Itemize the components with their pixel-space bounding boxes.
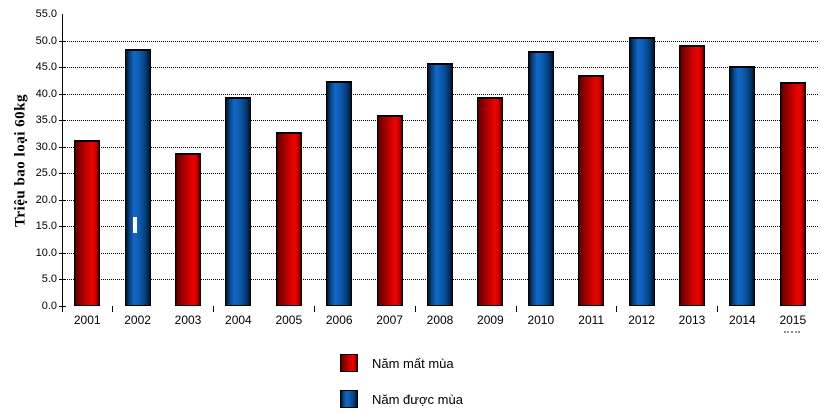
bar-2006: [326, 80, 353, 306]
x-boundary-tick-after-2009: [515, 306, 517, 312]
y-tick-0.0: [59, 305, 66, 307]
x-boundary-tick-after-2003: [213, 306, 215, 312]
legend-item-crop-failure-year: Năm mất mùa: [340, 354, 454, 372]
x-tick-label-2010: 2010: [527, 313, 555, 327]
bar-2012: [628, 36, 655, 306]
plot-area: [62, 14, 818, 306]
x-boundary-tick-after-2001: [112, 306, 114, 312]
x-tick-label-2009: 2009: [477, 313, 504, 327]
x-tick-label-2004: 2004: [225, 313, 252, 327]
bar-2007: [376, 114, 403, 306]
gridline-50: [62, 40, 818, 42]
bar-2013: [679, 45, 705, 306]
x-tick-label-2008: 2008: [426, 313, 454, 327]
x-tick-label-2011: 2011: [578, 313, 605, 327]
y-tick-label-20.0: 20.0: [35, 193, 57, 206]
legend-swatch-red: [340, 354, 358, 372]
y-tick-label-0.0: 0.0: [41, 299, 57, 312]
bar-2015: [779, 81, 806, 306]
y-tick-label-15.0: 15.0: [35, 220, 57, 232]
bar-2004: [225, 97, 252, 306]
y-tick-label-10.0: 10.0: [35, 246, 57, 259]
legend-item-good-harvest-year: Năm được mùa: [340, 390, 463, 408]
bar-2001: [74, 140, 101, 306]
white-dash-artifact: [133, 217, 137, 233]
x-tick-label-2015: 2015: [779, 313, 807, 327]
x-boundary-tick-after-2013: [717, 306, 719, 312]
y-tick-label-40.0: 40.0: [35, 87, 57, 100]
bar-2002: [124, 48, 151, 306]
x-tick-label-2006: 2006: [325, 313, 353, 327]
x-tick-label-2002: 2002: [124, 313, 151, 327]
x-boundary-tick-after-2011: [616, 306, 618, 312]
y-tick-label-50.0: 50.0: [35, 34, 57, 47]
x-tick-label-2014: 2014: [729, 313, 756, 327]
bar-2005: [275, 131, 302, 306]
x-tick-label-2005: 2005: [275, 313, 303, 327]
x-tick-label-2007: 2007: [376, 313, 403, 327]
legend-label-good-harvest-year: Năm được mùa: [372, 391, 463, 407]
x-tick-label-2012: 2012: [628, 313, 655, 327]
bar-2011: [578, 75, 605, 306]
x-tick-label-2001: 2001: [73, 313, 101, 327]
y-tick-label-55.0: 55.0: [35, 8, 57, 20]
x-tick-label-2003: 2003: [174, 313, 202, 327]
legend-swatch-blue: [340, 390, 358, 408]
legend-label-crop-failure-year: Năm mất mùa: [372, 355, 454, 371]
y-tick-label-30.0: 30.0: [35, 140, 57, 153]
x-boundary-tick-after-2007: [414, 306, 416, 312]
x-tick-label-2013: 2013: [678, 313, 706, 327]
bar-2014: [729, 65, 756, 306]
y-tick-label-35.0: 35.0: [35, 114, 57, 126]
y-axis-line: [62, 14, 63, 312]
y-tick-label-25.0: 25.0: [35, 167, 57, 179]
bar-2003: [175, 152, 201, 306]
bar-2008: [427, 62, 453, 306]
bar-2009: [477, 96, 504, 306]
x-boundary-tick-after-2005: [314, 306, 315, 312]
y-tick-label-5.0: 5.0: [41, 273, 57, 285]
illegible-footnote-artifact: [784, 331, 800, 336]
y-tick-label-45.0: 45.0: [35, 61, 57, 73]
bar-2010: [527, 51, 554, 306]
